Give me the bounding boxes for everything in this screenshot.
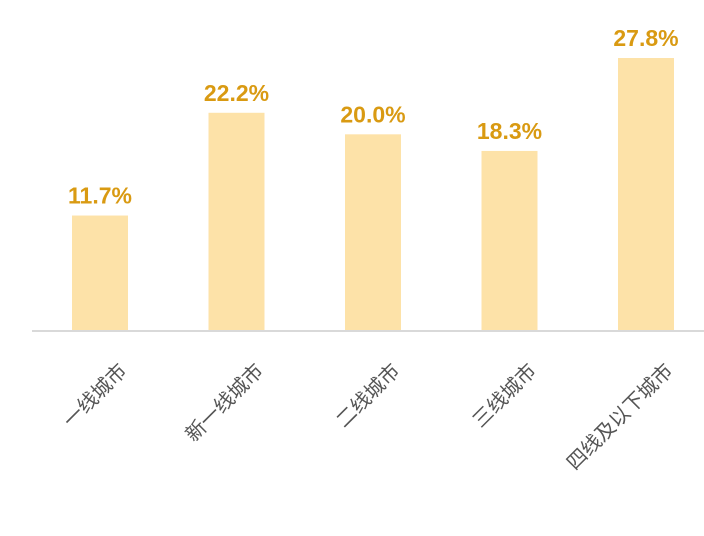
category-label: 新一线城市 [180,359,268,447]
bar [481,150,538,330]
bar [618,58,674,330]
category-label: 四线及以下城市 [562,359,678,475]
value-label: 20.0% [340,101,405,127]
bar [72,215,128,330]
value-label: 11.7% [68,183,132,209]
category-label: 二线城市 [331,359,405,433]
value-label: 22.2% [204,80,269,106]
category-label: 三线城市 [467,359,541,433]
value-label: 27.8% [613,25,678,51]
value-label: 18.3% [477,118,542,144]
bar [208,112,265,330]
bar [345,134,401,330]
category-label: 一线城市 [58,359,132,433]
